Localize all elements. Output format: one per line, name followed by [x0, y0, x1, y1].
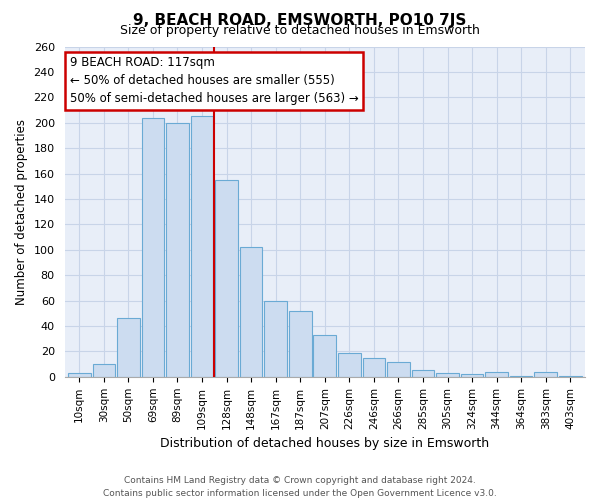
X-axis label: Distribution of detached houses by size in Emsworth: Distribution of detached houses by size …: [160, 437, 490, 450]
Text: Contains HM Land Registry data © Crown copyright and database right 2024.
Contai: Contains HM Land Registry data © Crown c…: [103, 476, 497, 498]
Bar: [387, 362, 410, 377]
Bar: [559, 376, 581, 377]
Bar: [117, 318, 140, 377]
Bar: [289, 311, 311, 377]
Bar: [461, 374, 484, 377]
Bar: [485, 372, 508, 377]
Bar: [68, 373, 91, 377]
Bar: [265, 300, 287, 377]
Bar: [92, 364, 115, 377]
Y-axis label: Number of detached properties: Number of detached properties: [15, 118, 28, 304]
Bar: [240, 247, 262, 377]
Bar: [362, 358, 385, 377]
Bar: [338, 352, 361, 377]
Bar: [535, 372, 557, 377]
Bar: [215, 180, 238, 377]
Bar: [412, 370, 434, 377]
Bar: [166, 122, 189, 377]
Text: 9 BEACH ROAD: 117sqm
← 50% of detached houses are smaller (555)
50% of semi-deta: 9 BEACH ROAD: 117sqm ← 50% of detached h…: [70, 56, 358, 106]
Bar: [142, 118, 164, 377]
Text: Size of property relative to detached houses in Emsworth: Size of property relative to detached ho…: [120, 24, 480, 37]
Bar: [510, 376, 532, 377]
Text: 9, BEACH ROAD, EMSWORTH, PO10 7JS: 9, BEACH ROAD, EMSWORTH, PO10 7JS: [133, 12, 467, 28]
Bar: [191, 116, 214, 377]
Bar: [313, 335, 336, 377]
Bar: [436, 373, 459, 377]
